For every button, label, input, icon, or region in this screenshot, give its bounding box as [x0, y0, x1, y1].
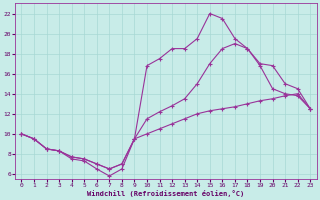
X-axis label: Windchill (Refroidissement éolien,°C): Windchill (Refroidissement éolien,°C) [87, 190, 244, 197]
